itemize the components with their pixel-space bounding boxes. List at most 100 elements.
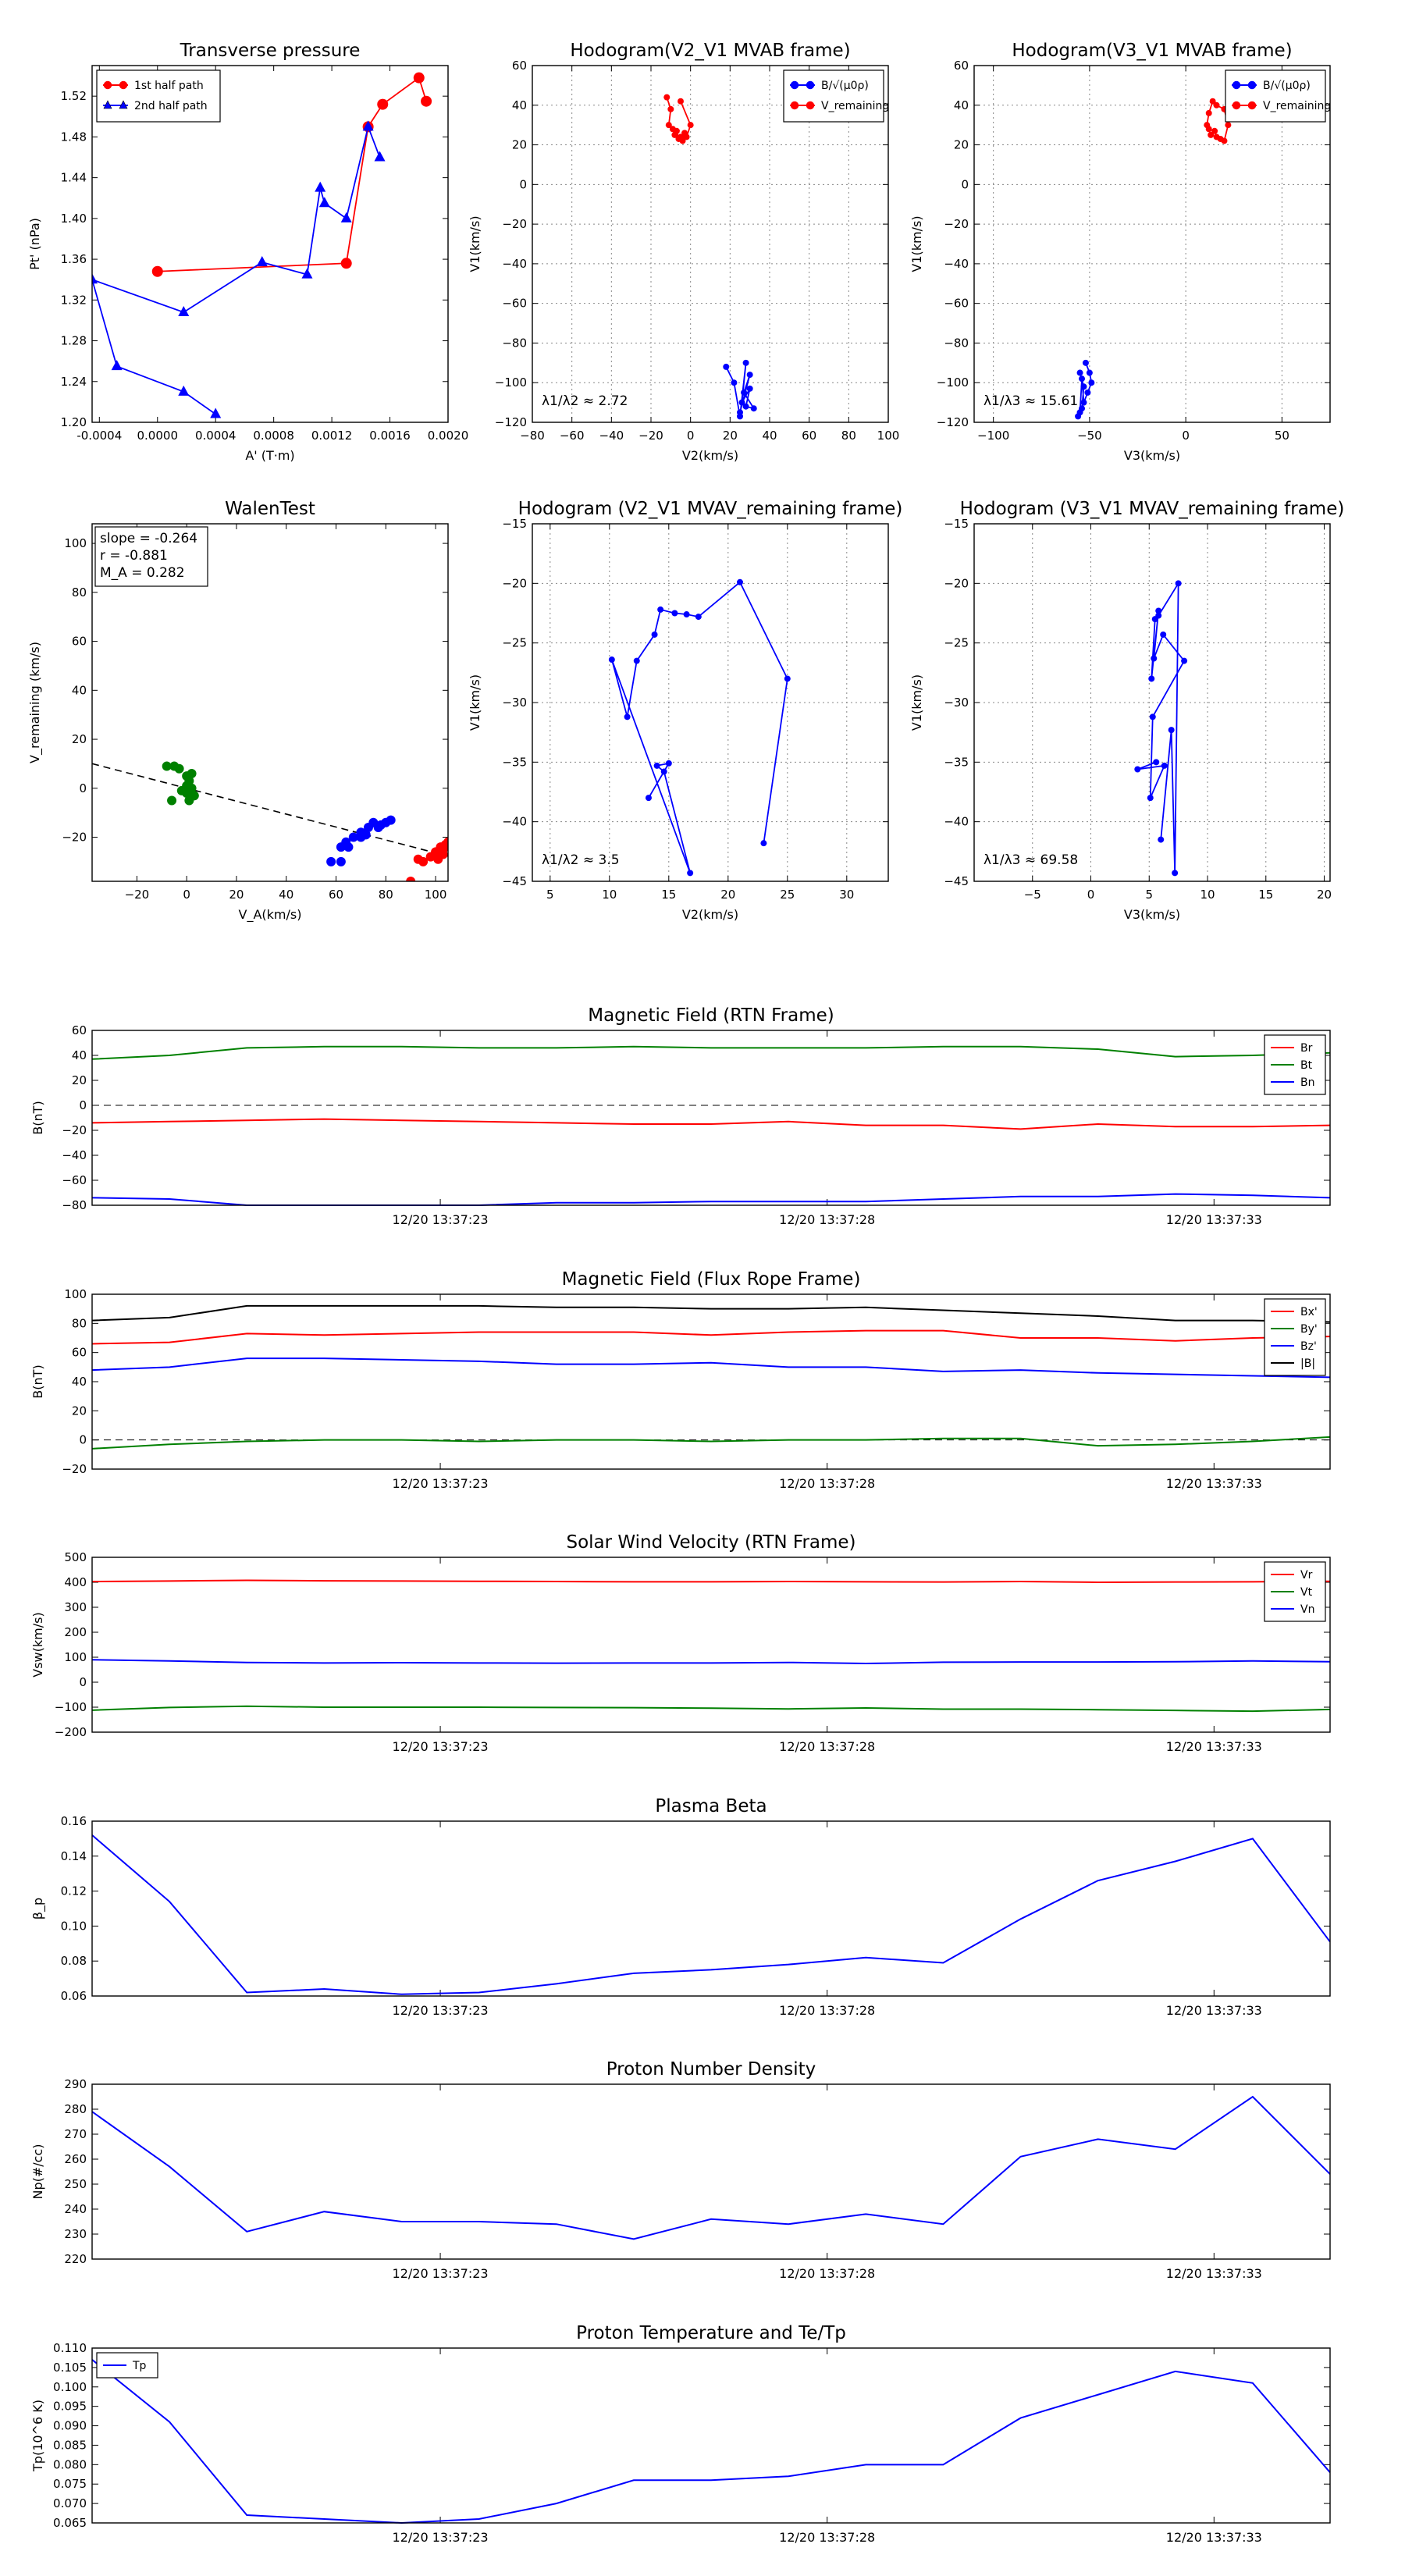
- transverse_pressure-ytick-label: 1.32: [61, 293, 87, 307]
- hodogram_v2v1-ytick-label: 20: [512, 138, 527, 152]
- walen-stat-0: slope = -0.264: [100, 531, 197, 546]
- walen-stat-1: r = -0.881: [100, 548, 168, 564]
- hodogram_v3v1_rem-xtick-label: 0: [1087, 888, 1095, 902]
- hodogram_v3v1-ytick-label: 60: [954, 59, 969, 73]
- temperature-ytick-label: 0.075: [53, 2477, 87, 2491]
- hodogram_v2v1_rem-frame: [532, 523, 889, 882]
- hodogram_v2v1_rem-title: Hodogram (V2_V1 MVAV_remaining frame): [518, 499, 903, 519]
- transverse_pressure-point: [413, 72, 425, 84]
- transverse_pressure-xlabel: A' (T·m): [245, 448, 294, 463]
- hodogram_v2v1-point: [687, 122, 694, 129]
- sw_velocity-ylabel: Vsw(km/s): [30, 1612, 45, 1677]
- hodogram_v2v1-legend: [783, 69, 884, 123]
- hodogram_v2v1_rem-point: [784, 675, 791, 682]
- walen_test-series-0: [162, 761, 199, 806]
- hodogram_v3v1-point: [1086, 369, 1093, 376]
- mag_fr-ytick-label: 60: [72, 1346, 87, 1360]
- hodogram_v2v1-ytick-label: −20: [502, 217, 527, 231]
- hodogram_v2v1_rem-point: [695, 614, 702, 621]
- transverse_pressure-legend: [96, 69, 221, 123]
- hodogram_v2v1_rem-ytick-label: −40: [502, 815, 527, 829]
- transverse_pressure-xtick-label: 0.0012: [311, 429, 353, 443]
- sw_velocity-ytick-label: −200: [55, 1725, 87, 1739]
- hodogram_v3v1-ytick-label: −20: [944, 217, 969, 231]
- walen_test-point: [433, 854, 443, 864]
- density-title: Proton Number Density: [606, 2059, 816, 2080]
- transverse_pressure-point: [256, 256, 268, 267]
- hodogram_v2v1-point: [742, 403, 749, 410]
- hodogram_v2v1-ytick-label: 0: [519, 177, 527, 191]
- hodogram_v2v1_rem-point: [657, 606, 664, 613]
- walen_test-ytick-label: 0: [79, 781, 87, 795]
- transverse_pressure-ylabel: Pt' (nPa): [27, 218, 42, 270]
- hodogram_v3v1-frame: [973, 65, 1331, 423]
- mag_fr-title: Magnetic Field (Flux Rope Frame): [562, 1269, 861, 1290]
- density-ytick-label: 220: [64, 2252, 87, 2266]
- hodogram_v3v1-point: [1208, 131, 1215, 138]
- hodogram_v3v1-point: [1211, 127, 1218, 134]
- mag_fr-series-Bx': [91, 1329, 1331, 1345]
- hodogram_v2v1-xtick-label: 40: [762, 429, 777, 443]
- hodogram_v3v1-xtick-label: −100: [977, 429, 1009, 443]
- hodogram_v2v1_rem-point: [687, 870, 694, 877]
- walen_test-xtick-label: 100: [425, 888, 447, 902]
- mag_rtn-ytick-label: −60: [62, 1173, 87, 1187]
- sw_velocity-xtick-label: 12/20 13:37:23: [393, 1739, 489, 1754]
- hodogram_v2v1_rem-ylabel: V1(km/s): [468, 674, 482, 731]
- hodogram_v3v1_rem-point: [1155, 607, 1162, 614]
- hodogram_v2v1_rem-point: [737, 578, 743, 585]
- density-series-Np: [91, 2095, 1331, 2240]
- hodogram_v2v1-ytick-label: 60: [512, 59, 527, 73]
- hodogram_v3v1-point: [1079, 375, 1086, 382]
- hodogram_v2v1-legend-marker: [806, 80, 815, 90]
- walen_test-point: [348, 832, 358, 842]
- hodogram_v2v1_rem-point: [683, 611, 690, 618]
- hodogram_v3v1_rem-xtick-label: 10: [1200, 888, 1215, 902]
- mag_fr-ytick-label: 0: [79, 1433, 87, 1447]
- transverse_pressure-point: [318, 197, 330, 208]
- sw_velocity-frame: [91, 1557, 1331, 1733]
- hodogram_v3v1_rem-ytick-label: −30: [944, 696, 969, 710]
- sw_velocity-series-Vn: [91, 1659, 1331, 1665]
- hodogram_v2v1-xlabel: V2(km/s): [682, 448, 738, 463]
- transverse_pressure-frame: [91, 65, 449, 423]
- temperature-ytick-label: 0.110: [53, 2341, 87, 2355]
- walen_test-ylabel: V_remaining (km/s): [27, 642, 43, 763]
- hodogram_v3v1-point: [1205, 126, 1212, 133]
- transverse_pressure-ytick-label: 1.52: [61, 89, 87, 103]
- hodogram_v2v1_rem-ytick-label: −30: [502, 696, 527, 710]
- hodogram_v3v1-annotation: λ1/λ3 ≈ 15.61: [984, 393, 1078, 409]
- transverse_pressure-point: [340, 212, 352, 222]
- hodogram_v3v1-title: Hodogram(V3_V1 MVAB frame): [1012, 41, 1292, 61]
- hodogram_v2v1-point: [683, 133, 690, 141]
- walen_test-point: [356, 832, 366, 842]
- hodogram_v2v1_rem-point: [665, 760, 672, 767]
- sw_velocity-legend-label: Vt: [1300, 1586, 1313, 1599]
- mag_rtn-title: Magnetic Field (RTN Frame): [588, 1005, 834, 1026]
- walen_test-point: [167, 795, 177, 806]
- mag_rtn-ylabel: B(nT): [30, 1101, 45, 1134]
- transverse_pressure-ytick-label: 1.40: [61, 212, 87, 226]
- walen_test-xtick-label: 40: [279, 888, 293, 902]
- hodogram_v2v1-point: [679, 137, 686, 144]
- hodogram_v3v1_rem-xtick-label: −5: [1024, 888, 1041, 902]
- mag_fr-series-By': [91, 1436, 1331, 1450]
- transverse_pressure-xtick-label: 0.0004: [195, 429, 237, 443]
- hodogram_v2v1-xtick-label: 0: [687, 429, 695, 443]
- hodogram_v3v1-point: [1213, 101, 1220, 109]
- mag_rtn-frame: [91, 1030, 1331, 1206]
- mag_rtn-xtick-label: 12/20 13:37:23: [393, 1212, 489, 1227]
- hodogram_v3v1_rem-ylabel: V1(km/s): [909, 674, 924, 731]
- sw_velocity-ytick-label: 500: [64, 1550, 87, 1564]
- transverse_pressure-ytick-label: 1.48: [61, 130, 87, 144]
- hodogram_v3v1-ytick-label: −80: [944, 336, 969, 350]
- temperature-ytick-label: 0.080: [53, 2457, 87, 2471]
- walen_test-point: [406, 877, 416, 881]
- hodogram_v3v1_rem-series-line: [1136, 581, 1186, 873]
- hodogram_v3v1-point: [1205, 109, 1212, 116]
- hodogram_v2v1_rem-xtick-label: 10: [602, 888, 617, 902]
- mag_fr-ytick-label: 80: [72, 1316, 87, 1330]
- temperature-ytick-label: 0.070: [53, 2496, 87, 2510]
- walen-fit-line: [92, 763, 448, 857]
